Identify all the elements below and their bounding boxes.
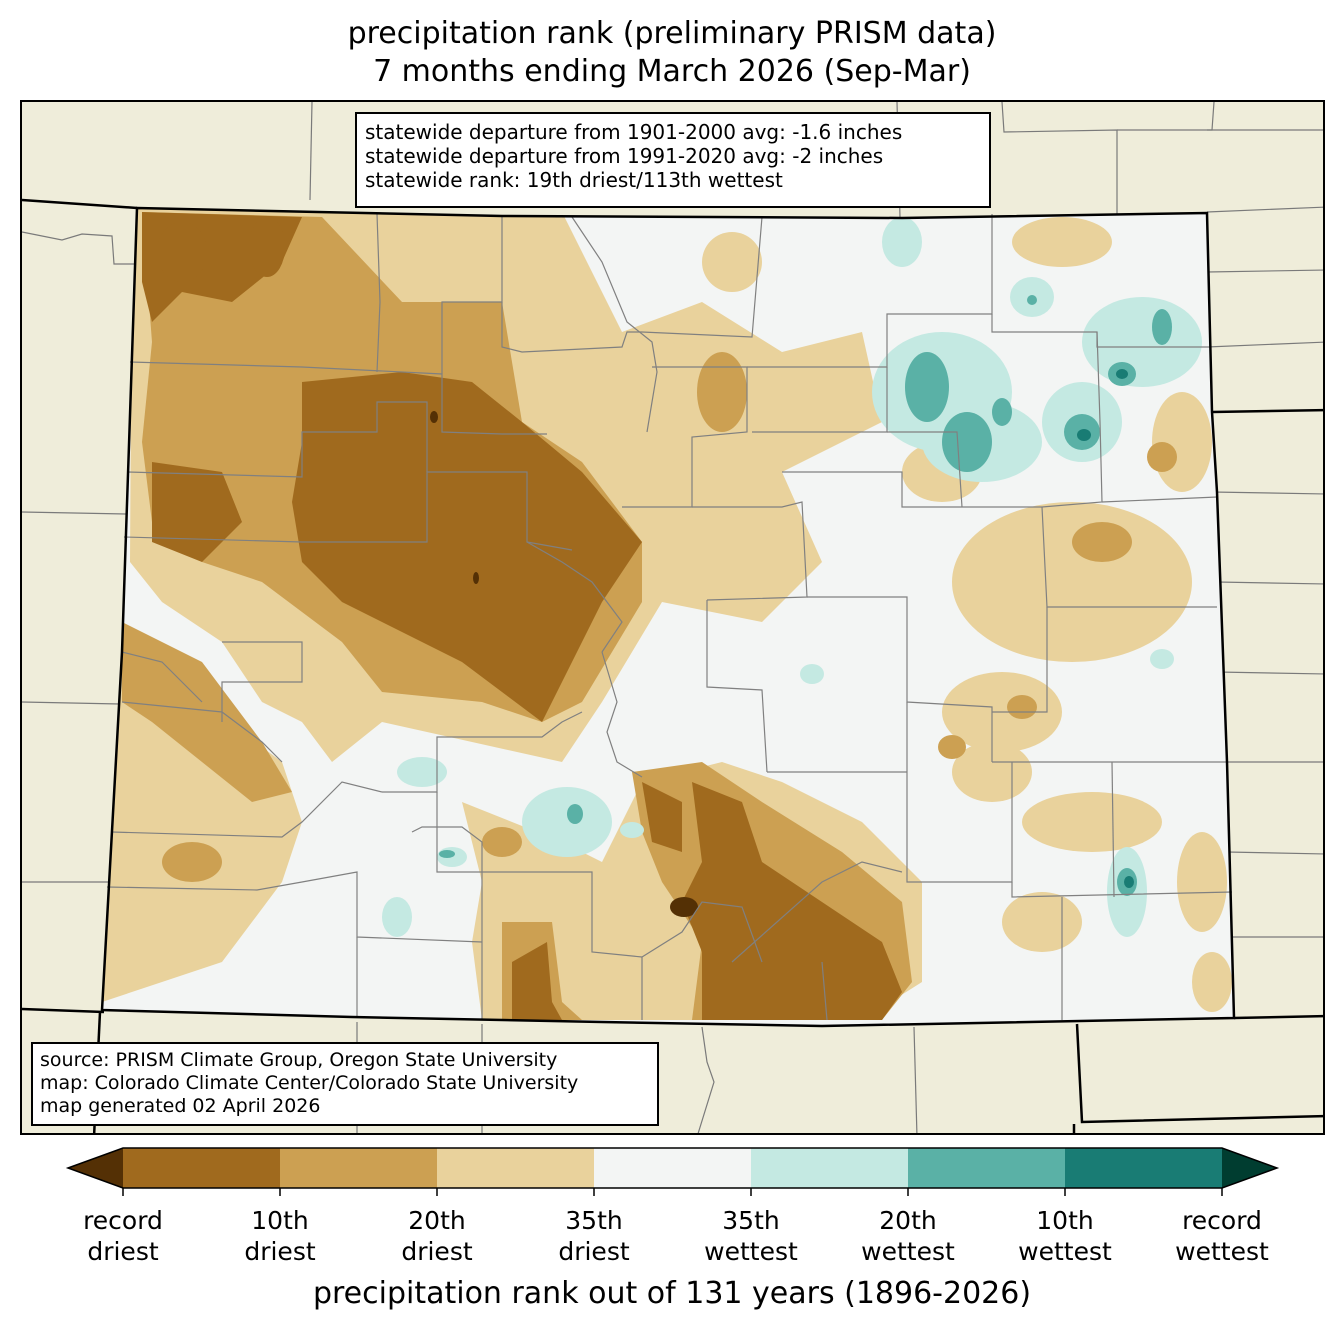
tick-label-line2: driest	[401, 1237, 473, 1266]
tick-label-line2: wettest	[1018, 1237, 1112, 1266]
credits-generated: map generated 02 April 2026	[40, 1095, 321, 1117]
neighbor-county-lines	[22, 102, 1323, 1133]
tick-label-line1: 35th	[722, 1206, 780, 1235]
tick-label-line1: 35th	[565, 1206, 623, 1235]
colorado-map	[22, 102, 1323, 1133]
colorbar-tick-label: record wettest	[1142, 1205, 1302, 1267]
colorbar-bin	[908, 1148, 1066, 1188]
tick-label-line1: 20th	[879, 1206, 937, 1235]
tick-label-line2: driest	[87, 1237, 159, 1266]
colorbar-tick-label: 20th driest	[357, 1205, 517, 1267]
colorbar-tick-label: 35th driest	[514, 1205, 674, 1267]
tick-label-line1: 10th	[1036, 1206, 1094, 1235]
colorado-boundary	[100, 206, 1236, 1028]
colorbar-bin	[280, 1148, 438, 1188]
stats-departure-1901-2000: statewide departure from 1901-2000 avg: …	[365, 120, 903, 144]
map-panel	[20, 100, 1325, 1135]
tick-label-line2: driest	[558, 1237, 630, 1266]
stats-statewide-rank: statewide rank: 19th driest/113th wettes…	[365, 168, 783, 192]
tick-label-line2: wettest	[1175, 1237, 1269, 1266]
credits-source: source: PRISM Climate Group, Oregon Stat…	[40, 1049, 558, 1071]
colorbar-tick-label: 20th wettest	[828, 1205, 988, 1267]
tick-label-line1: record	[1182, 1206, 1262, 1235]
map-title-line2: 7 months ending March 2026 (Sep-Mar)	[373, 54, 971, 89]
tick-label-line2: wettest	[861, 1237, 955, 1266]
colorbar-tick-label: 10th wettest	[985, 1205, 1145, 1267]
colorbar-tick-label: 35th wettest	[671, 1205, 831, 1267]
colorbar-bin	[1065, 1148, 1223, 1188]
colorbar-bin	[123, 1148, 281, 1188]
statewide-stats-box: statewide departure from 1901-2000 avg: …	[355, 112, 991, 208]
colorbar-tick-label: record driest	[43, 1205, 203, 1267]
credits-map: map: Colorado Climate Center/Colorado St…	[40, 1072, 579, 1094]
tick-label-line2: wettest	[704, 1237, 798, 1266]
colorbar-label: precipitation rank out of 131 years (189…	[312, 1276, 1032, 1311]
credits-box: source: PRISM Climate Group, Oregon Stat…	[31, 1042, 659, 1126]
tick-label-line1: 20th	[408, 1206, 466, 1235]
colorbar-under-arrow	[68, 1148, 123, 1188]
county-lines	[106, 213, 1233, 1021]
stats-departure-1991-2020: statewide departure from 1991-2020 avg: …	[365, 144, 884, 168]
colorbar-bin	[751, 1148, 909, 1188]
colorbar	[65, 1147, 1280, 1196]
colorbar-tick-label: 10th driest	[200, 1205, 360, 1267]
colorbar-over-arrow	[1222, 1148, 1277, 1188]
map-title-line1: precipitation rank (preliminary PRISM da…	[347, 16, 997, 51]
colorbar-bin	[594, 1148, 752, 1188]
tick-label-line1: record	[83, 1206, 163, 1235]
tick-label-line2: driest	[244, 1237, 316, 1266]
colorbar-bin	[437, 1148, 595, 1188]
tick-label-line1: 10th	[251, 1206, 309, 1235]
